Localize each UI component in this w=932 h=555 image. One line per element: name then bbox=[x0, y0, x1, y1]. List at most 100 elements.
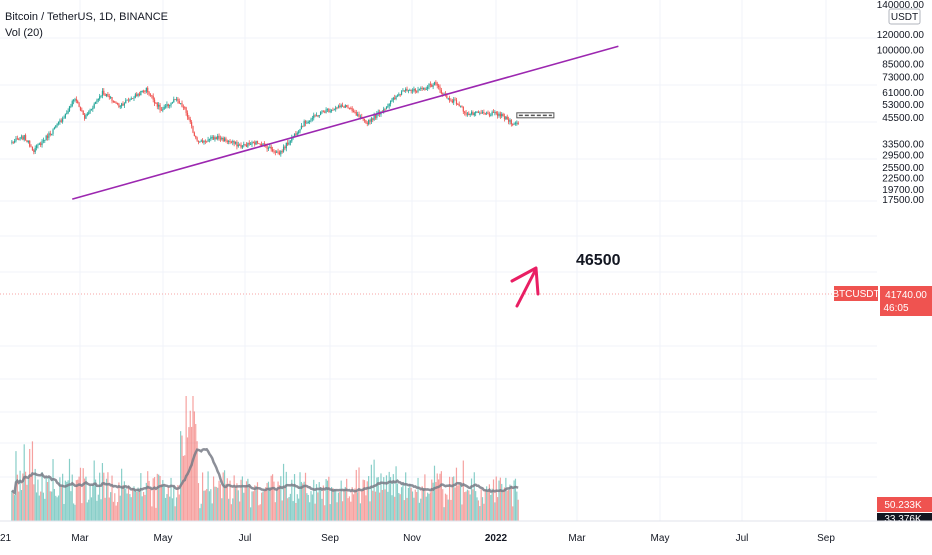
candle bbox=[310, 117, 312, 123]
volume-bar bbox=[278, 485, 281, 521]
candle bbox=[33, 148, 35, 155]
volume-bar bbox=[399, 494, 401, 521]
volume-bar bbox=[400, 487, 403, 521]
volume-bar bbox=[424, 474, 426, 521]
volume-bar bbox=[245, 481, 248, 521]
candle bbox=[244, 143, 246, 147]
volume-bar bbox=[459, 484, 462, 521]
volume-bar bbox=[339, 491, 341, 521]
volume-bar bbox=[158, 474, 160, 521]
candle bbox=[366, 121, 368, 127]
candle bbox=[394, 94, 396, 101]
candle bbox=[155, 102, 157, 104]
volume-bar bbox=[195, 423, 197, 521]
volume-bar bbox=[214, 486, 216, 521]
candle bbox=[255, 140, 257, 145]
candle bbox=[192, 125, 194, 134]
volume-bar bbox=[503, 487, 506, 521]
candle bbox=[241, 145, 243, 149]
candle bbox=[162, 106, 164, 113]
volume-bar bbox=[181, 435, 183, 521]
volume-bar bbox=[435, 482, 437, 521]
volume-bar bbox=[263, 490, 265, 521]
candle bbox=[374, 114, 377, 120]
volume-bar bbox=[197, 483, 200, 521]
volume-bar bbox=[83, 478, 86, 521]
candle bbox=[454, 97, 456, 101]
volume-bar bbox=[379, 492, 381, 521]
candle bbox=[99, 93, 101, 101]
candle bbox=[400, 90, 403, 96]
candle bbox=[151, 94, 153, 99]
candle bbox=[332, 107, 334, 111]
arrow-annotation[interactable] bbox=[510, 266, 540, 308]
volume-bar bbox=[373, 459, 375, 521]
candlesticks bbox=[11, 80, 519, 157]
candle bbox=[491, 110, 493, 117]
candle bbox=[92, 105, 94, 112]
candle bbox=[186, 110, 189, 120]
candle bbox=[236, 140, 238, 150]
volume-bar bbox=[101, 463, 104, 521]
volume-bar bbox=[304, 472, 307, 521]
volume-bar bbox=[330, 486, 333, 521]
candle bbox=[278, 150, 281, 156]
symbol-title[interactable]: Bitcoin / TetherUS, 1D, BINANCE bbox=[5, 11, 169, 23]
candle bbox=[116, 102, 119, 106]
volume-bar bbox=[473, 472, 475, 521]
volume-bar bbox=[247, 478, 249, 521]
price-axis[interactable]: 140000.00 USDT 120000.00 100000.00 85000.0… bbox=[877, 0, 932, 525]
volume-bar bbox=[14, 495, 16, 521]
trendline[interactable] bbox=[72, 45, 619, 200]
candle bbox=[267, 146, 270, 151]
candle bbox=[480, 109, 482, 114]
candle bbox=[60, 118, 62, 123]
candle bbox=[195, 135, 197, 140]
volume-bar bbox=[414, 489, 416, 521]
volume-bar bbox=[381, 489, 383, 521]
candle bbox=[492, 109, 495, 114]
volume-bar bbox=[306, 493, 308, 521]
candle bbox=[203, 140, 205, 145]
candle bbox=[105, 93, 108, 98]
volume-bar bbox=[363, 480, 366, 521]
volume-bar bbox=[358, 467, 360, 521]
candle bbox=[101, 88, 104, 99]
volume-bar bbox=[210, 489, 212, 521]
volume-bar bbox=[110, 492, 112, 521]
candle bbox=[77, 99, 79, 104]
volume-bar bbox=[34, 468, 36, 521]
volume-bar bbox=[196, 441, 198, 521]
candle bbox=[115, 101, 117, 105]
candle bbox=[34, 145, 36, 154]
volume-bar bbox=[186, 437, 189, 521]
candle bbox=[125, 98, 127, 104]
candle bbox=[458, 101, 460, 107]
candle bbox=[57, 121, 60, 126]
candle bbox=[83, 113, 86, 121]
volume-bar bbox=[315, 484, 318, 521]
candle bbox=[468, 111, 470, 116]
candle bbox=[170, 102, 172, 108]
volume-bar bbox=[362, 479, 364, 521]
horizontal-marker[interactable] bbox=[516, 112, 555, 119]
time-label-3: Jul bbox=[239, 533, 252, 544]
volume-bar bbox=[18, 491, 20, 521]
volume-bar bbox=[505, 477, 507, 521]
symbol-badge-label: BTCUSDT bbox=[832, 289, 879, 300]
candle bbox=[112, 100, 115, 103]
currency-unit-badge[interactable] bbox=[888, 8, 921, 25]
volume-bar bbox=[402, 482, 404, 521]
volume-bar bbox=[204, 490, 206, 521]
candle bbox=[473, 112, 475, 117]
candle bbox=[370, 116, 372, 124]
candle bbox=[406, 86, 408, 92]
volume-indicator-label[interactable]: Vol (20) bbox=[5, 27, 43, 39]
candle bbox=[44, 139, 46, 144]
candle bbox=[306, 120, 308, 124]
candle bbox=[484, 112, 486, 116]
time-axis[interactable]: 21 Mar May Jul Sep Nov 2022 Mar May Jul … bbox=[0, 520, 932, 550]
volume-bar bbox=[93, 460, 95, 521]
